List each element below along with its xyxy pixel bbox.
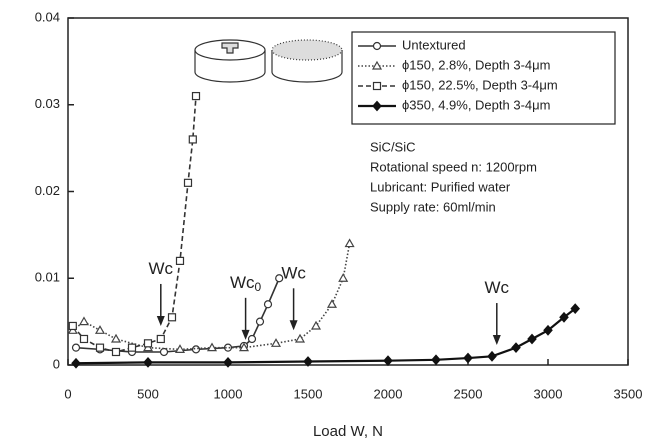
annotation-text: Wc bbox=[230, 273, 255, 292]
y-tick-label: 0.02 bbox=[35, 183, 60, 198]
marker bbox=[94, 325, 106, 334]
marker bbox=[191, 91, 201, 101]
x-tick-label: 3000 bbox=[534, 386, 563, 401]
marker bbox=[71, 357, 81, 369]
legend-label: ϕ150, 22.5%, Depth 3-4μm bbox=[402, 77, 558, 92]
x-tick-label: 3500 bbox=[614, 386, 643, 401]
marker bbox=[78, 316, 90, 326]
marker bbox=[275, 274, 284, 283]
marker bbox=[338, 273, 349, 282]
note: SiC/SiC bbox=[370, 139, 416, 154]
y-tick-label: 0.03 bbox=[35, 96, 60, 111]
marker bbox=[372, 100, 382, 112]
annotation-label: Wc bbox=[281, 264, 306, 283]
marker bbox=[344, 238, 355, 248]
disk-icons bbox=[194, 39, 343, 83]
marker bbox=[68, 321, 77, 331]
series-line bbox=[72, 243, 351, 351]
y-tick-label: 0.04 bbox=[35, 9, 60, 24]
legend-label: ϕ150, 2.8%, Depth 3-4μm bbox=[402, 57, 550, 72]
marker bbox=[310, 320, 322, 330]
annotation-subscript: 0 bbox=[255, 280, 262, 294]
marker bbox=[174, 344, 186, 353]
marker bbox=[463, 352, 473, 364]
marker bbox=[143, 339, 153, 348]
y-tick-label: 0.01 bbox=[35, 270, 60, 285]
marker bbox=[383, 355, 393, 367]
annotation-text: Wc bbox=[149, 259, 174, 278]
legend-label: Untextured bbox=[402, 37, 466, 52]
marker bbox=[71, 343, 81, 352]
marker bbox=[238, 342, 250, 352]
x-tick-label: 1500 bbox=[294, 386, 323, 401]
marker bbox=[191, 345, 201, 354]
x-tick-label: 0 bbox=[64, 386, 71, 401]
marker bbox=[303, 356, 313, 367]
marker bbox=[372, 81, 382, 91]
marker bbox=[270, 338, 282, 347]
marker bbox=[431, 354, 441, 366]
arrow-head bbox=[241, 329, 250, 340]
marker bbox=[263, 300, 273, 309]
marker bbox=[183, 178, 193, 187]
marker bbox=[111, 347, 121, 357]
marker bbox=[143, 356, 153, 368]
x-tick-label: 500 bbox=[137, 386, 159, 401]
marker bbox=[559, 311, 569, 323]
annotation-text: Wc bbox=[485, 279, 510, 298]
legend-label: ϕ350, 4.9%, Depth 3-4μm bbox=[402, 97, 550, 112]
annotation-text: Wc bbox=[281, 264, 306, 283]
marker bbox=[527, 333, 537, 345]
marker bbox=[570, 303, 581, 315]
marker bbox=[294, 333, 306, 343]
marker bbox=[372, 41, 382, 51]
marker bbox=[206, 342, 218, 352]
x-tick-label: 2000 bbox=[374, 386, 403, 401]
marker bbox=[223, 356, 233, 368]
y-tick-label: 0 bbox=[53, 356, 60, 371]
marker bbox=[159, 347, 169, 357]
marker bbox=[511, 342, 521, 354]
marker bbox=[326, 299, 338, 308]
x-tick-label: 2500 bbox=[454, 386, 483, 401]
arrow-head bbox=[156, 315, 165, 326]
x-tick-label: 1000 bbox=[214, 386, 243, 401]
marker bbox=[487, 350, 497, 362]
marker bbox=[175, 256, 185, 265]
marker bbox=[255, 317, 265, 326]
marker bbox=[371, 60, 383, 70]
annotation-label: Wc0 bbox=[230, 273, 262, 294]
legend-box bbox=[351, 31, 616, 125]
marker bbox=[110, 333, 122, 343]
marker bbox=[543, 324, 553, 336]
marker bbox=[127, 343, 137, 352]
note: Rotational speed n: 1200rpm bbox=[370, 159, 537, 174]
marker bbox=[79, 334, 89, 344]
series-line bbox=[72, 96, 197, 353]
marker bbox=[156, 334, 165, 344]
annotation-label: Wc bbox=[485, 279, 510, 298]
marker bbox=[95, 343, 105, 352]
marker bbox=[247, 334, 257, 344]
arrow-head bbox=[289, 320, 298, 331]
marker bbox=[223, 343, 233, 352]
x-axis-label: Load W, N bbox=[313, 423, 383, 440]
arrow-head bbox=[492, 335, 501, 346]
marker bbox=[188, 135, 197, 144]
marker bbox=[167, 313, 177, 322]
note: Supply rate: 60ml/min bbox=[370, 199, 496, 214]
note: Lubricant: Purified water bbox=[370, 179, 511, 194]
annotation-label: Wc bbox=[149, 259, 174, 278]
